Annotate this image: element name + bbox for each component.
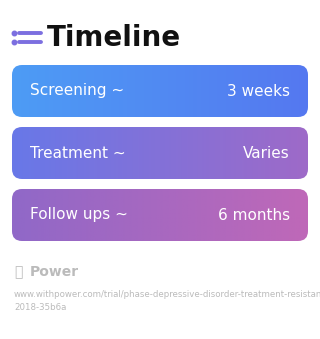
Text: Timeline: Timeline [47, 24, 181, 52]
Text: Power: Power [30, 265, 79, 279]
Text: www.withpower.com/trial/phase-depressive-disorder-treatment-resistant-9-
2018-35: www.withpower.com/trial/phase-depressive… [14, 290, 320, 312]
Text: Treatment ~: Treatment ~ [30, 145, 126, 160]
Text: 3 weeks: 3 weeks [227, 83, 290, 99]
Text: Screening ~: Screening ~ [30, 83, 124, 99]
Text: ␧: ␧ [14, 265, 22, 279]
Text: 6 months: 6 months [218, 207, 290, 222]
Text: Varies: Varies [243, 145, 290, 160]
Text: Follow ups ~: Follow ups ~ [30, 207, 128, 222]
